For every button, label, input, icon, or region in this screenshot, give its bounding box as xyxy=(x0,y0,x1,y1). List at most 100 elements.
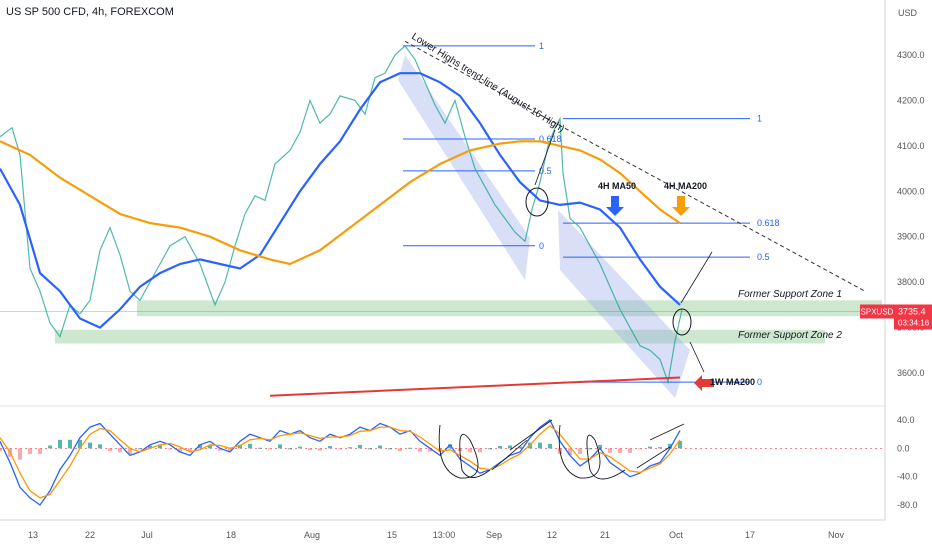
histogram-bar xyxy=(58,439,62,449)
histogram-bar xyxy=(618,448,622,453)
histogram-bar xyxy=(448,444,452,449)
time-tick-label: 15 xyxy=(387,530,397,540)
support-zone xyxy=(55,329,825,344)
histogram-bar xyxy=(138,448,142,450)
histogram-bar xyxy=(348,447,352,449)
histogram-bar xyxy=(368,448,372,450)
price-badge xyxy=(894,304,932,330)
time-tick-label: Sep xyxy=(486,530,502,540)
projection-arrow xyxy=(534,129,556,186)
histogram-bar xyxy=(188,448,192,452)
histogram-bar xyxy=(668,443,672,449)
histogram-bar xyxy=(548,443,552,449)
histogram-bar xyxy=(0,448,2,452)
oscillator-tick-label: 0.0 xyxy=(897,443,910,453)
ma-line-4h-ma50 xyxy=(0,72,681,329)
time-tick-label: Jul xyxy=(141,530,153,540)
time-tick-label: 12 xyxy=(547,530,557,540)
fib-level-label: 0.5 xyxy=(757,252,770,262)
histogram-bar xyxy=(378,445,382,449)
histogram-bar xyxy=(238,444,242,449)
histogram-bar xyxy=(588,448,592,450)
fib-level-label: 1 xyxy=(757,114,762,124)
time-tick-label: 13 xyxy=(28,530,38,540)
histogram-bar xyxy=(538,442,542,449)
oscillator-tick-label: -80.0 xyxy=(897,500,918,510)
descending-channel xyxy=(398,55,530,280)
time-tick-label: Oct xyxy=(669,530,684,540)
histogram-bar xyxy=(38,448,42,454)
projection-arrow xyxy=(689,341,705,373)
symbol-badge xyxy=(860,304,894,319)
histogram-bar xyxy=(508,445,512,449)
projection-arrow xyxy=(649,423,685,441)
histogram-bar xyxy=(418,448,422,452)
time-tick-label: Aug xyxy=(304,530,320,540)
annotation-label: 4H MA200 xyxy=(664,181,707,191)
ma-line-4h-ma200 xyxy=(0,140,681,266)
histogram-bar xyxy=(408,447,412,449)
macd-line xyxy=(0,419,681,506)
histogram-bar xyxy=(398,448,402,452)
red-arrow-icon xyxy=(694,375,714,391)
histogram-bar xyxy=(328,446,332,449)
histogram-bar xyxy=(148,445,152,449)
time-tick-label: 18 xyxy=(226,530,236,540)
histogram-bar xyxy=(48,445,52,449)
histogram-bar xyxy=(428,448,432,452)
chart-title: US SP 500 CFD, 4h, FOREXCOM xyxy=(6,6,174,18)
fib-level-label: 0.618 xyxy=(757,218,780,228)
histogram-bar xyxy=(108,448,112,452)
histogram-bar xyxy=(358,444,362,449)
histogram-bar xyxy=(248,443,252,449)
histogram-bar xyxy=(208,445,212,449)
oscillator-drawing xyxy=(438,424,491,479)
support-zone-label: Former Support Zone 2 xyxy=(738,330,842,341)
ma-line-1w-ma200 xyxy=(269,376,681,397)
highlight-circle xyxy=(525,187,549,217)
projection-arrow xyxy=(509,419,553,451)
signal-line xyxy=(0,424,681,499)
time-tick-label: 17 xyxy=(745,530,755,540)
oscillator-tick-label: -40.0 xyxy=(897,472,918,482)
price-tick-label: 4300.0 xyxy=(897,50,925,60)
projection-arrow xyxy=(636,446,671,469)
histogram-bar xyxy=(298,446,302,449)
support-zone xyxy=(137,300,882,317)
histogram-bar xyxy=(648,446,652,449)
histogram-bar xyxy=(498,446,502,449)
price-tick-label: 3600.0 xyxy=(897,368,925,378)
histogram-bar xyxy=(518,446,522,449)
histogram-bar xyxy=(658,447,662,449)
histogram-bar xyxy=(478,448,482,453)
histogram-bar xyxy=(338,448,342,450)
histogram-bar xyxy=(678,440,682,449)
price-tick-label: 4000.0 xyxy=(897,186,925,196)
histogram-bar xyxy=(28,448,32,454)
annotation-label: 4H MA50 xyxy=(598,181,636,191)
histogram-bar xyxy=(278,444,282,449)
time-tick-label: 13:00 xyxy=(433,530,456,540)
histogram-bar xyxy=(268,448,272,450)
time-tick-label: Nov xyxy=(828,530,845,540)
price-tick-label: 3900.0 xyxy=(897,232,925,242)
histogram-bar xyxy=(68,439,72,449)
oscillator-tick-label: 40.0 xyxy=(897,415,915,425)
countdown-label: 03:34:16 xyxy=(898,318,930,327)
fib-level-label: 0 xyxy=(757,377,762,387)
histogram-bar xyxy=(78,439,82,449)
orange-arrow-icon xyxy=(672,196,690,216)
time-tick-label: 22 xyxy=(85,530,95,540)
price-tick-label: 3800.0 xyxy=(897,277,925,287)
current-price-label: 3735.4 xyxy=(898,306,926,316)
histogram-bar xyxy=(308,448,312,451)
histogram-bar xyxy=(568,448,572,456)
histogram-bar xyxy=(608,448,612,453)
histogram-bar xyxy=(98,444,102,449)
histogram-bar xyxy=(598,444,602,449)
histogram-bar xyxy=(218,448,222,451)
histogram-bar xyxy=(318,448,322,451)
oscillator-drawing xyxy=(558,424,626,480)
histogram-bar xyxy=(288,448,292,450)
